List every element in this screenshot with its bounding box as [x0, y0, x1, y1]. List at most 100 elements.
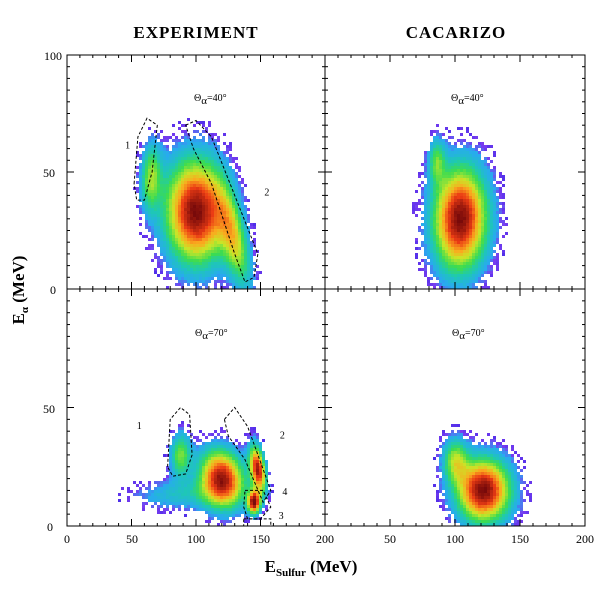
heat-cell: [163, 202, 166, 205]
heat-cell: [148, 223, 151, 226]
heat-cell: [436, 151, 439, 154]
heat-cell: [484, 244, 487, 247]
heat-cell: [478, 244, 481, 247]
heat-cell: [229, 253, 232, 256]
heat-cell: [208, 472, 211, 475]
heat-cell: [427, 211, 430, 214]
heat-cell: [475, 217, 478, 220]
heat-cell: [193, 250, 196, 253]
heat-cell: [181, 181, 184, 184]
heat-cell: [187, 487, 190, 490]
heat-cell: [151, 205, 154, 208]
heat-cell: [481, 232, 484, 235]
heat-cell: [247, 442, 250, 445]
heat-cell: [466, 229, 469, 232]
heat-cell: [514, 487, 517, 490]
heat-cell: [439, 487, 442, 490]
heat-cell: [181, 160, 184, 163]
heat-cell: [232, 223, 235, 226]
heat-cell: [502, 457, 505, 460]
heat-cell: [214, 490, 217, 493]
heat-cell: [181, 151, 184, 154]
heat-cell: [244, 481, 247, 484]
heat-cell: [211, 268, 214, 271]
heat-cell: [139, 175, 142, 178]
heat-cell: [217, 268, 220, 271]
heat-cell: [493, 490, 496, 493]
heat-cell: [217, 502, 220, 505]
heat-cell: [436, 250, 439, 253]
x-tick-label-left-0: 0: [64, 532, 70, 546]
heat-cell: [226, 499, 229, 502]
heat-cell: [484, 208, 487, 211]
heat-cell: [484, 517, 487, 520]
heat-cell: [238, 232, 241, 235]
heat-cell: [202, 121, 205, 124]
heat-cell: [250, 250, 253, 253]
heat-cell: [268, 496, 271, 499]
heat-cell: [253, 253, 256, 256]
heat-cell: [481, 160, 484, 163]
heat-cell: [448, 208, 451, 211]
heat-cell: [169, 451, 172, 454]
heat-cell: [238, 262, 241, 265]
heat-cell: [226, 163, 229, 166]
heat-cell: [208, 502, 211, 505]
heat-cell: [430, 268, 433, 271]
heat-cell: [502, 223, 505, 226]
heat-cell: [469, 430, 472, 433]
heat-cell: [445, 469, 448, 472]
heat-cell: [421, 211, 424, 214]
heat-cell: [178, 469, 181, 472]
heat-cell: [463, 442, 466, 445]
heat-cell: [454, 172, 457, 175]
heat-cell: [490, 241, 493, 244]
heat-cell: [436, 454, 439, 457]
heat-cell: [193, 229, 196, 232]
heat-cell: [481, 280, 484, 283]
heat-cell: [478, 202, 481, 205]
heat-cell: [427, 238, 430, 241]
heat-cell: [232, 484, 235, 487]
heat-cell: [178, 229, 181, 232]
heat-cell: [496, 466, 499, 469]
heat-cell: [196, 451, 199, 454]
heat-cell: [211, 478, 214, 481]
heat-cell: [169, 244, 172, 247]
heat-cell: [421, 241, 424, 244]
heat-cell: [142, 166, 145, 169]
heat-cell: [487, 523, 490, 526]
heat-cell: [187, 175, 190, 178]
heat-cell: [151, 163, 154, 166]
heat-cell: [439, 505, 442, 508]
heat-cell: [475, 259, 478, 262]
heat-cell: [157, 193, 160, 196]
heat-cell: [442, 199, 445, 202]
heat-cell: [226, 508, 229, 511]
heat-cell: [469, 445, 472, 448]
heat-cell: [199, 445, 202, 448]
heat-cell: [496, 499, 499, 502]
heat-cell: [232, 268, 235, 271]
heat-cell: [151, 193, 154, 196]
heat-cell: [463, 145, 466, 148]
heat-cell: [154, 487, 157, 490]
heat-cell: [139, 481, 142, 484]
heat-cell: [145, 157, 148, 160]
heat-cell: [127, 490, 130, 493]
heat-cell: [466, 271, 469, 274]
heat-cell: [229, 223, 232, 226]
heat-cell: [247, 460, 250, 463]
heat-cell: [238, 475, 241, 478]
heat-cell: [181, 493, 184, 496]
heat-cell: [232, 499, 235, 502]
heat-cell: [505, 496, 508, 499]
heat-cell: [199, 154, 202, 157]
heat-cell: [145, 205, 148, 208]
heat-cell: [229, 250, 232, 253]
heat-cell: [460, 439, 463, 442]
heat-cell: [232, 265, 235, 268]
heat-cell: [256, 484, 259, 487]
heat-cell: [490, 193, 493, 196]
